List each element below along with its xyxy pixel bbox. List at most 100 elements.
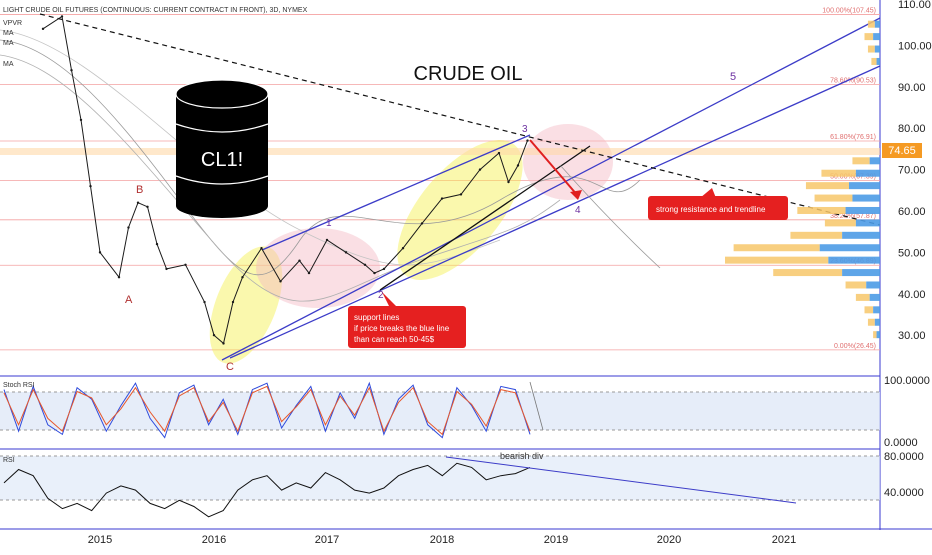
rsi-band xyxy=(0,456,880,500)
price-point xyxy=(325,238,329,242)
rsi-annotation: bearish div xyxy=(500,451,544,461)
resistance-trendline xyxy=(39,13,881,226)
price-point xyxy=(41,27,45,31)
time-tick-label: 2017 xyxy=(315,534,339,546)
price-point xyxy=(136,201,140,204)
price-point xyxy=(70,69,73,72)
stoch-label: Stoch RSI xyxy=(3,382,35,389)
ma-line-3 xyxy=(0,29,501,266)
volume-bar-sell xyxy=(805,182,849,190)
volume-bar-sell xyxy=(733,244,820,252)
volume-bar-buy xyxy=(819,244,880,252)
volume-bar-buy xyxy=(876,57,880,65)
stoch-projection xyxy=(529,381,544,431)
time-tick-label: 2020 xyxy=(657,534,681,546)
price-point xyxy=(497,151,501,155)
price-point xyxy=(260,247,263,250)
fib-label: 78.60%(90.53) xyxy=(830,78,876,85)
wave-label-c: C xyxy=(226,361,234,373)
ma-line-2 xyxy=(0,54,561,302)
price-tick-label: 90.00 xyxy=(898,82,926,94)
indicator-ma-2: MA xyxy=(3,40,14,47)
price-point xyxy=(165,267,168,271)
volume-bar-sell xyxy=(871,57,877,65)
price-point xyxy=(507,180,510,184)
volume-bar-sell xyxy=(725,256,829,264)
current-price-band xyxy=(0,148,880,155)
highlight-ellipse-wave1 xyxy=(256,228,380,308)
volume-bar-buy xyxy=(873,306,880,314)
time-tick-label: 2019 xyxy=(544,534,568,546)
price-point xyxy=(231,300,235,304)
time-tick-label: 2018 xyxy=(430,534,454,546)
wave-label-1: 1 xyxy=(326,218,332,229)
volume-bar-sell xyxy=(790,231,843,239)
support-callout xyxy=(348,292,466,348)
price-point xyxy=(401,247,405,250)
current-price-marker xyxy=(882,143,922,158)
fib-label: 50.00%(67.39) xyxy=(830,173,876,180)
price-point xyxy=(363,263,367,266)
volume-bar-sell xyxy=(852,157,870,165)
price-point xyxy=(241,276,244,279)
volume-bar-sell xyxy=(867,20,875,28)
price-tick-label: 40.00 xyxy=(898,289,926,301)
price-tick-label: 50.00 xyxy=(898,247,926,259)
price-axis: 110.00 100.00 90.00 80.00 70.00 60.00 50.00 40.… xyxy=(898,0,932,342)
channel-lower-line xyxy=(229,65,881,359)
resistance-callout xyxy=(648,188,788,220)
price-point xyxy=(307,271,311,275)
projection-path xyxy=(559,164,661,269)
volume-bar-sell xyxy=(773,269,843,277)
indicator-vpvr: VPVR xyxy=(3,20,22,27)
price-series xyxy=(42,15,528,345)
indicator-ma-3: MA xyxy=(3,61,14,68)
price-point xyxy=(146,205,149,209)
price-point xyxy=(212,333,216,337)
indicator-ma-1: MA xyxy=(3,30,14,37)
price-tick-label: 100.00 xyxy=(898,40,932,52)
channel-parallel-line xyxy=(261,134,531,251)
price-point xyxy=(184,263,187,266)
support-note-line-2: if price breaks the blue line xyxy=(354,324,450,333)
price-point xyxy=(382,267,386,271)
price-point xyxy=(60,15,64,18)
volume-bar-sell xyxy=(867,45,875,53)
fib-label: 0.00%(26.45) xyxy=(834,343,876,350)
price-point xyxy=(478,168,482,171)
stoch-d-line xyxy=(3,385,531,436)
price-point xyxy=(526,139,529,142)
volume-bar-buy xyxy=(855,219,880,227)
volume-bar-buy xyxy=(876,331,880,339)
volume-bar-buy xyxy=(873,33,880,41)
volume-bar-sell xyxy=(824,219,856,227)
resistance-note: strong resistance and trendline xyxy=(656,205,766,214)
symbol-line: LIGHT CRUDE OIL FUTURES (CONTINUOUS: CUR… xyxy=(3,7,308,14)
volume-bar-buy xyxy=(855,169,880,177)
barrel-logo-text: CL1! xyxy=(201,149,243,171)
volume-bar-sell xyxy=(821,169,856,177)
price-point xyxy=(98,251,102,254)
price-point xyxy=(222,342,225,345)
highlight-ellipse-wave4 xyxy=(523,124,613,200)
price-point xyxy=(127,226,130,229)
highlight-ellipse-c xyxy=(209,246,283,364)
volume-bar-buy xyxy=(874,45,880,53)
volume-bar-sell xyxy=(855,293,870,301)
volume-bar-sell xyxy=(867,318,875,326)
price-point xyxy=(344,251,348,254)
volume-bar-sell xyxy=(845,281,867,289)
chart-title: CRUDE OIL xyxy=(414,63,523,85)
price-point xyxy=(298,259,301,262)
volume-bar-sell xyxy=(864,33,874,41)
volume-bar-sell xyxy=(797,206,846,214)
rsi-tick-bottom: 40.0000 xyxy=(884,487,924,499)
volume-profile xyxy=(725,20,880,339)
price-tick-label: 80.00 xyxy=(898,123,926,135)
wave-label-2: 2 xyxy=(378,290,384,301)
price-point xyxy=(373,271,376,275)
price-point xyxy=(203,300,206,304)
support-note-line-3: than can reach 50-45$ xyxy=(354,335,435,344)
